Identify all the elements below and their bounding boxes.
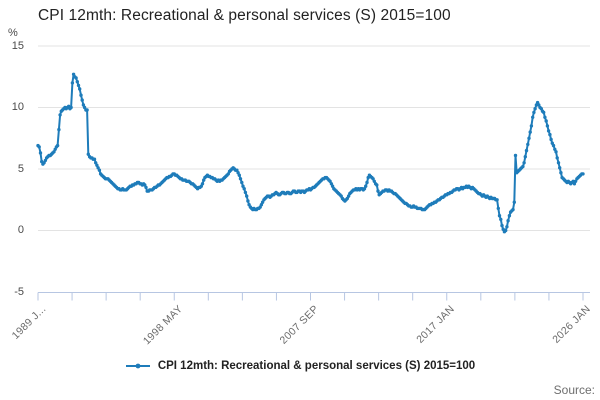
source-label: Source: <box>553 383 595 397</box>
y-axis-tick-label: 5 <box>17 162 24 175</box>
y-axis-unit-label: % <box>8 27 18 39</box>
legend-series-label: CPI 12mth: Recreational & personal servi… <box>157 360 476 372</box>
chart-title: CPI 12mth: Recreational & personal servi… <box>38 7 451 24</box>
legend-line-marker-icon <box>125 363 150 369</box>
y-axis-tick-label: 15 <box>11 39 24 52</box>
y-axis-tick-label: 10 <box>11 101 24 113</box>
y-axis-tick-label: 0 <box>17 224 24 236</box>
y-axis-tick-label: -5 <box>14 285 24 298</box>
legend: CPI 12mth: Recreational & personal servi… <box>0 360 600 372</box>
